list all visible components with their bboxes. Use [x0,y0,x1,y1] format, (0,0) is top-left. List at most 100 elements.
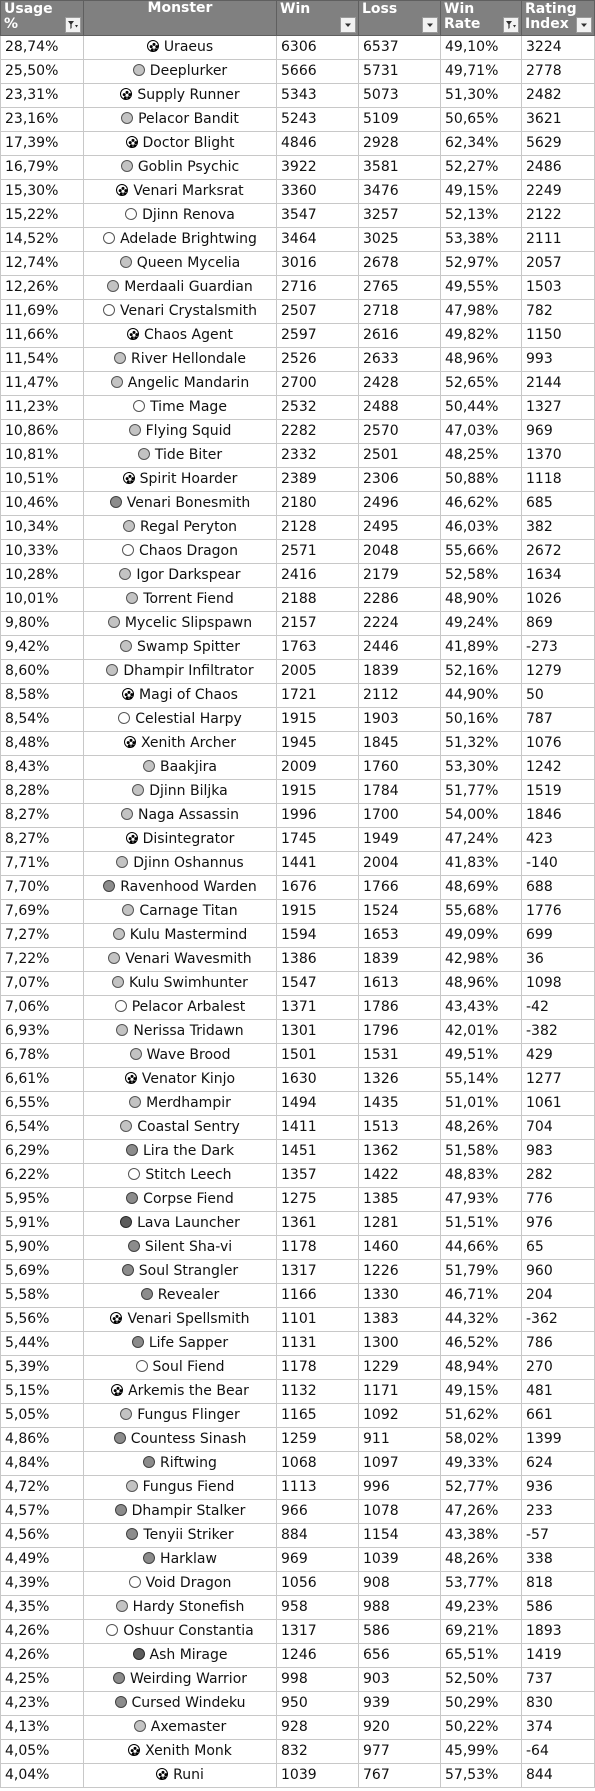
cell-usage[interactable]: 16,79% [0,155,84,180]
cell-usage[interactable]: 10,46% [0,491,84,516]
cell-loss[interactable]: 1460 [358,1235,441,1260]
cell-usage[interactable]: 10,01% [0,587,84,612]
cell-win-rate[interactable]: 50,44% [440,395,522,420]
cell-rating-index[interactable]: 1026 [521,587,595,612]
cell-loss[interactable]: 1700 [358,803,441,828]
cell-monster[interactable]: Coastal Sentry [83,1115,277,1140]
cell-usage[interactable]: 4,05% [0,1739,84,1764]
cell-win-rate[interactable]: 44,66% [440,1235,522,1260]
cell-rating-index[interactable]: 1399 [521,1427,595,1452]
cell-rating-index[interactable]: 688 [521,875,595,900]
cell-usage[interactable]: 15,30% [0,179,84,204]
cell-usage[interactable]: 7,69% [0,899,84,924]
cell-win[interactable]: 2332 [276,443,359,468]
cell-win-rate[interactable]: 48,96% [440,347,522,372]
cell-monster[interactable]: Fungus Flinger [83,1403,277,1428]
cell-win[interactable]: 1301 [276,1019,359,1044]
cell-rating-index[interactable]: 2144 [521,371,595,396]
cell-loss[interactable]: 2004 [358,851,441,876]
cell-monster[interactable]: Venari Spellsmith [83,1307,277,1332]
cell-win-rate[interactable]: 48,94% [440,1355,522,1380]
cell-win[interactable]: 1068 [276,1451,359,1476]
cell-usage[interactable]: 8,43% [0,755,84,780]
cell-usage[interactable]: 8,27% [0,803,84,828]
cell-win[interactable]: 1317 [276,1259,359,1284]
cell-loss[interactable]: 1281 [358,1211,441,1236]
cell-win-rate[interactable]: 49,82% [440,323,522,348]
cell-win[interactable]: 1259 [276,1427,359,1452]
cell-win-rate[interactable]: 48,90% [440,587,522,612]
cell-monster[interactable]: Oshuur Constantia [83,1619,277,1644]
cell-win[interactable]: 832 [276,1739,359,1764]
cell-win-rate[interactable]: 52,50% [440,1667,522,1692]
cell-loss[interactable]: 1078 [358,1499,441,1524]
cell-win[interactable]: 950 [276,1691,359,1716]
cell-rating-index[interactable]: 1277 [521,1067,595,1092]
cell-win-rate[interactable]: 51,62% [440,1403,522,1428]
cell-win[interactable]: 2180 [276,491,359,516]
cell-rating-index[interactable]: 869 [521,611,595,636]
cell-monster[interactable]: Goblin Psychic [83,155,277,180]
cell-monster[interactable]: Tenyii Striker [83,1523,277,1548]
cell-usage[interactable]: 11,66% [0,323,84,348]
filter-applied-icon[interactable] [65,17,81,33]
cell-monster[interactable]: Doctor Blight [83,131,277,156]
cell-usage[interactable]: 8,28% [0,779,84,804]
cell-win-rate[interactable]: 55,14% [440,1067,522,1092]
cell-monster[interactable]: Swamp Spitter [83,635,277,660]
cell-win-rate[interactable]: 52,97% [440,251,522,276]
cell-monster[interactable]: Ravenhood Warden [83,875,277,900]
cell-monster[interactable]: Merdhampir [83,1091,277,1116]
cell-monster[interactable]: Time Mage [83,395,277,420]
cell-loss[interactable]: 2446 [358,635,441,660]
cell-monster[interactable]: Mycelic Slipspawn [83,611,277,636]
cell-monster[interactable]: Lira the Dark [83,1139,277,1164]
cell-win[interactable]: 958 [276,1595,359,1620]
cell-loss[interactable]: 1154 [358,1523,441,1548]
cell-loss[interactable]: 1330 [358,1283,441,1308]
cell-loss[interactable]: 2570 [358,419,441,444]
cell-loss[interactable]: 1435 [358,1091,441,1116]
cell-win-rate[interactable]: 51,77% [440,779,522,804]
cell-usage[interactable]: 4,13% [0,1715,84,1740]
cell-monster[interactable]: Supply Runner [83,83,277,108]
cell-loss[interactable]: 920 [358,1715,441,1740]
cell-rating-index[interactable]: -42 [521,995,595,1020]
cell-win[interactable]: 1945 [276,731,359,756]
cell-usage[interactable]: 9,80% [0,611,84,636]
cell-usage[interactable]: 5,95% [0,1187,84,1212]
cell-rating-index[interactable]: 1150 [521,323,595,348]
cell-usage[interactable]: 8,27% [0,827,84,852]
cell-win-rate[interactable]: 48,26% [440,1115,522,1140]
cell-win-rate[interactable]: 52,65% [440,371,522,396]
cell-win-rate[interactable]: 49,15% [440,179,522,204]
cell-win[interactable]: 1132 [276,1379,359,1404]
cell-loss[interactable]: 2928 [358,131,441,156]
cell-rating-index[interactable]: 1776 [521,899,595,924]
cell-usage[interactable]: 4,04% [0,1763,84,1788]
cell-loss[interactable]: 1226 [358,1259,441,1284]
cell-monster[interactable]: Pelacor Bandit [83,107,277,132]
cell-win-rate[interactable]: 48,83% [440,1163,522,1188]
cell-loss[interactable]: 1784 [358,779,441,804]
cell-usage[interactable]: 4,57% [0,1499,84,1524]
cell-usage[interactable]: 5,05% [0,1403,84,1428]
cell-win-rate[interactable]: 49,23% [440,1595,522,1620]
cell-win[interactable]: 966 [276,1499,359,1524]
cell-rating-index[interactable]: -140 [521,851,595,876]
cell-win[interactable]: 1547 [276,971,359,996]
cell-loss[interactable]: 1513 [358,1115,441,1140]
cell-usage[interactable]: 10,81% [0,443,84,468]
cell-win-rate[interactable]: 51,51% [440,1211,522,1236]
cell-rating-index[interactable]: 2057 [521,251,595,276]
cell-monster[interactable]: Djinn Oshannus [83,851,277,876]
cell-monster[interactable]: Countess Sinash [83,1427,277,1452]
cell-usage[interactable]: 14,52% [0,227,84,252]
cell-win[interactable]: 928 [276,1715,359,1740]
cell-win[interactable]: 2700 [276,371,359,396]
cell-win-rate[interactable]: 44,32% [440,1307,522,1332]
cell-win[interactable]: 1915 [276,779,359,804]
cell-win[interactable]: 1166 [276,1283,359,1308]
cell-win[interactable]: 1056 [276,1571,359,1596]
cell-win-rate[interactable]: 65,51% [440,1643,522,1668]
